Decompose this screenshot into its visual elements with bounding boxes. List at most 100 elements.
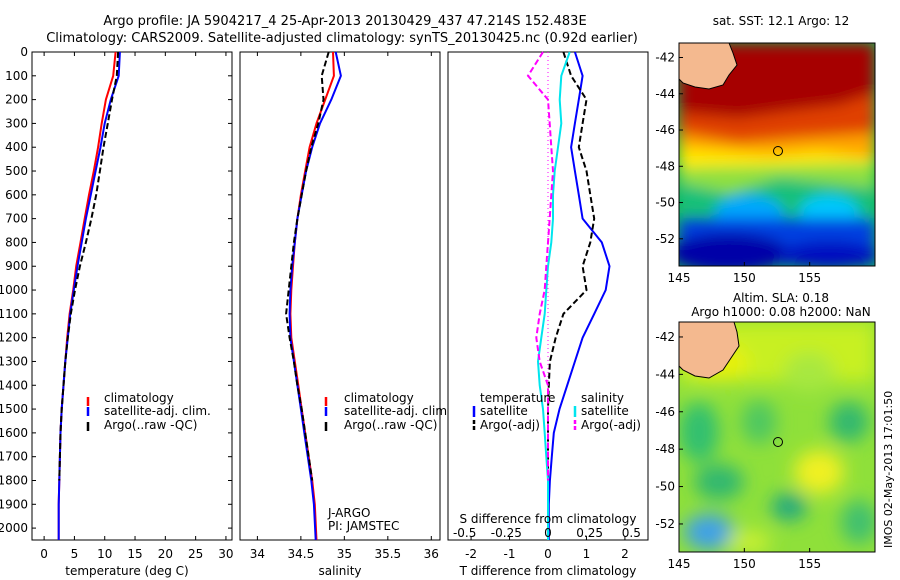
series-line-2 bbox=[288, 51, 342, 541]
temperature-legend: climatology satellite-adj. clim. Argo(..… bbox=[86, 391, 211, 432]
depth-tick-label: 900 bbox=[5, 259, 28, 273]
lon-tick-label: 150 bbox=[733, 557, 756, 571]
lon-tick-label: 155 bbox=[798, 271, 821, 285]
salinity-x-axis: 34 34.5 35 35.5 36 bbox=[250, 52, 439, 561]
depth-tick-label: 200 bbox=[5, 93, 28, 107]
lat-tick-label: -46 bbox=[655, 123, 675, 137]
depth-tick-label: 1000 bbox=[0, 283, 28, 297]
x-tick-label: -2 bbox=[465, 547, 477, 561]
diff-legend-s-sat-label: satellite bbox=[581, 404, 629, 418]
difference-lines bbox=[526, 51, 611, 540]
s-difference-label: S difference from climatology bbox=[460, 512, 637, 526]
temperature-xlabel: temperature (deg C) bbox=[65, 564, 188, 578]
x-tick-label: 0 bbox=[544, 547, 552, 561]
sst-map-axes: -42 -44 -46 -48 -50 -52 145 150 155 bbox=[655, 51, 821, 285]
x-tick-label: 0 bbox=[40, 547, 48, 561]
figure-title-line1: Argo profile: JA 5904217_4 25-Apr-2013 2… bbox=[103, 14, 586, 29]
salinity-lines bbox=[285, 51, 342, 541]
sst-map-title: sat. SST: 12.1 Argo: 12 bbox=[713, 14, 850, 28]
lat-tick-label: -44 bbox=[655, 367, 675, 381]
depth-tick-label: 1800 bbox=[0, 473, 28, 487]
depth-tick-label: 1700 bbox=[0, 450, 28, 464]
x-tick-label: 34.5 bbox=[288, 547, 315, 561]
depth-tick-label: 2000 bbox=[0, 521, 28, 535]
sst-map bbox=[679, 43, 875, 266]
legend-temperature-title: temperature bbox=[480, 391, 555, 405]
sla-map-axes: -42 -44 -46 -48 -50 -52 145 150 155 bbox=[655, 330, 821, 571]
difference-panel: -2 -1 0 1 2 T difference from climatology S … bbox=[447, 51, 649, 578]
lat-tick-label: -50 bbox=[655, 480, 675, 494]
tasmania-landmass-sla bbox=[679, 322, 740, 379]
salinity-xlabel: salinity bbox=[318, 564, 361, 578]
x-tick-label: 15 bbox=[127, 547, 142, 561]
diff-legend-t-argo-label: Argo(-adj) bbox=[480, 418, 540, 432]
x-tick-label: 2 bbox=[621, 547, 629, 561]
lat-tick-label: -50 bbox=[655, 196, 675, 210]
lat-tick-label: -46 bbox=[655, 405, 675, 419]
x-tick-label: 30 bbox=[218, 547, 233, 561]
legend-satellite-label: satellite-adj. clim. bbox=[104, 404, 211, 418]
lat-tick-label: -52 bbox=[655, 232, 675, 246]
salinity-panel: 34 34.5 35 35.5 36 salinity climatology sate… bbox=[239, 51, 451, 578]
x-tick-label: 35 bbox=[337, 547, 352, 561]
depth-tick-label: 1600 bbox=[0, 426, 28, 440]
lon-tick-label: 150 bbox=[733, 271, 756, 285]
diff-series-line-4 bbox=[526, 51, 555, 481]
salinity-legend: climatology satellite-adj. clim. Argo(..… bbox=[324, 391, 451, 432]
s-tick-label: -0.5 bbox=[453, 526, 476, 540]
sal-legend-argo-label: Argo(..raw -QC) bbox=[344, 418, 437, 432]
diff-series-line-1 bbox=[547, 51, 611, 540]
legend-argo-label: Argo(..raw -QC) bbox=[104, 418, 197, 432]
sla-map-title-1: Altim. SLA: 0.18 bbox=[733, 291, 829, 305]
depth-tick-label: 700 bbox=[5, 212, 28, 226]
lon-tick-label: 155 bbox=[798, 557, 821, 571]
depth-tick-label: 400 bbox=[5, 140, 28, 154]
difference-xlabel: T difference from climatology bbox=[459, 564, 637, 578]
program-label: J-ARGO bbox=[327, 506, 370, 520]
diff-legend-t-sat-label: satellite bbox=[480, 404, 528, 418]
x-tick-label: 36 bbox=[424, 547, 439, 561]
lat-tick-label: -42 bbox=[655, 51, 675, 65]
x-tick-label: 10 bbox=[97, 547, 112, 561]
lat-tick-label: -48 bbox=[655, 159, 675, 173]
x-tick-label: 25 bbox=[188, 547, 203, 561]
s-tick-label: 0 bbox=[544, 526, 552, 540]
x-tick-label: 34 bbox=[250, 547, 265, 561]
s-tick-label: -0.25 bbox=[491, 526, 522, 540]
difference-x-axis: -2 -1 0 1 2 bbox=[465, 536, 629, 561]
depth-tick-label: 1200 bbox=[0, 331, 28, 345]
x-tick-label: -1 bbox=[504, 547, 516, 561]
depth-tick-label: 300 bbox=[5, 116, 28, 130]
series-line-3 bbox=[58, 51, 120, 481]
figure-title-line2: Climatology: CARS2009. Satellite-adjuste… bbox=[46, 31, 638, 46]
s-tick-label: 0.25 bbox=[576, 526, 603, 540]
depth-tick-label: 1400 bbox=[0, 378, 28, 392]
lat-tick-label: -52 bbox=[655, 517, 675, 531]
s-tick-label: 0.5 bbox=[622, 526, 641, 540]
depth-tick-label: 1300 bbox=[0, 354, 28, 368]
depth-tick-label: 500 bbox=[5, 164, 28, 178]
lat-tick-label: -44 bbox=[655, 87, 675, 101]
s-difference-scale: -0.5 -0.25 0 0.25 0.5 bbox=[453, 526, 641, 540]
diff-series-line-3 bbox=[536, 51, 571, 540]
depth-tick-label: 600 bbox=[5, 188, 28, 202]
lon-tick-label: 145 bbox=[668, 271, 691, 285]
depth-tick-label: 800 bbox=[5, 235, 28, 249]
sal-legend-climatology-label: climatology bbox=[344, 391, 414, 405]
sla-map bbox=[679, 322, 875, 552]
x-tick-label: 20 bbox=[158, 547, 173, 561]
lon-tick-label: 145 bbox=[668, 557, 691, 571]
depth-tick-label: 100 bbox=[5, 69, 28, 83]
lat-tick-label: -48 bbox=[655, 442, 675, 456]
sla-map-title-2: Argo h1000: 0.08 h2000: NaN bbox=[691, 305, 871, 319]
depth-tick-label: 1100 bbox=[0, 307, 28, 321]
sla-argo-marker bbox=[773, 437, 783, 447]
sla-field bbox=[679, 322, 875, 552]
x-tick-label: 35.5 bbox=[374, 547, 401, 561]
temperature-panel: 0100200300400500600700800900100011001200… bbox=[0, 45, 648, 578]
sst-argo-marker bbox=[773, 146, 783, 156]
pi-label: PI: JAMSTEC bbox=[328, 519, 399, 533]
depth-tick-label: 1500 bbox=[0, 402, 28, 416]
imos-timestamp: IMOS 02-May-2013 17:01:50 bbox=[882, 391, 895, 548]
difference-legend: temperature salinity satellite Argo(-adj… bbox=[472, 391, 641, 432]
